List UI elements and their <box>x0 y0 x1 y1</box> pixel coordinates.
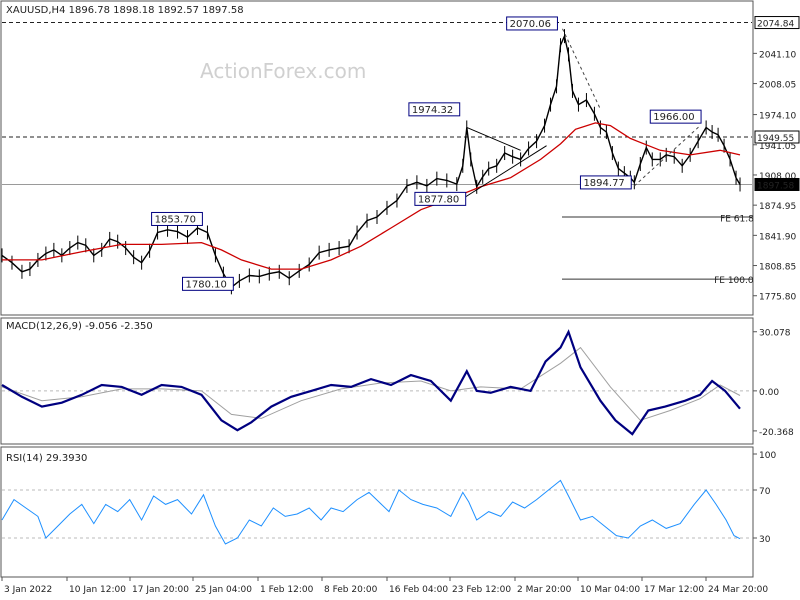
price-callout-label: 1894.77 <box>583 178 624 189</box>
rsi-tick-label: 100 <box>759 451 776 461</box>
price-level-label: 1897.58 <box>757 181 794 191</box>
y-tick-label: 1808.85 <box>759 263 796 273</box>
price-callout-box <box>414 191 467 206</box>
price-level-box <box>754 177 800 191</box>
price-callout-box <box>182 276 234 291</box>
x-tick-label: 16 Feb 04:00 <box>389 585 448 595</box>
y-tick-label: 2041.10 <box>759 50 796 60</box>
macd-signal-line <box>1 346 741 421</box>
rsi-title: RSI(14) 29.3930 <box>6 453 87 464</box>
x-tick-label: 25 Jan 04:00 <box>195 585 252 595</box>
price-callout-box <box>579 175 632 190</box>
symbol-header: XAUUSD,H4 1896.78 1898.18 1892.57 1897.5… <box>6 5 244 16</box>
price-callout-label: 1877.80 <box>418 194 459 205</box>
rsi-panel <box>0 446 754 578</box>
price-level-box <box>754 130 800 144</box>
y-tick-label: 1775.80 <box>759 293 796 303</box>
price-callout-box <box>151 211 203 226</box>
rsi-tick-label: 30 <box>759 535 771 545</box>
price-callout-label: 1780.10 <box>186 279 227 290</box>
price-level-label: 1949.55 <box>757 134 794 144</box>
x-tick-label: 3 Jan 2022 <box>4 585 52 595</box>
x-tick-label: 1 Feb 12:00 <box>260 585 314 595</box>
price-callout-label: 2070.06 <box>510 19 551 30</box>
price-callout-label: 1966.00 <box>653 112 694 123</box>
y-tick-label: 1941.05 <box>759 142 796 152</box>
moving-average-line <box>2 122 741 270</box>
macd-title: MACD(12,26,9) -9.056 -2.350 <box>6 321 153 332</box>
price-panel <box>0 0 754 316</box>
price-callout-box <box>506 16 558 31</box>
macd-tick-label: -20.368 <box>759 428 794 438</box>
x-tick-label: 17 Jan 20:00 <box>132 585 189 595</box>
pattern-line <box>456 145 547 203</box>
macd-tick-label: 0.00 <box>759 388 779 398</box>
price-series-line <box>1 33 741 289</box>
y-tick-label: 1974.10 <box>759 112 796 122</box>
pattern-line <box>466 126 521 151</box>
fe-label: FE 100.0 <box>714 276 754 286</box>
macd-tick-label: 30.078 <box>759 329 791 339</box>
x-tick-label: 8 Feb 20:00 <box>324 585 378 595</box>
x-tick-label: 10 Jan 12:00 <box>69 585 126 595</box>
price-callout-box <box>649 109 702 124</box>
rsi-line <box>1 479 741 545</box>
y-tick-label: 1841.90 <box>759 232 796 242</box>
price-level-label: 2074.84 <box>757 20 794 30</box>
y-tick-label: 1908.00 <box>759 172 796 182</box>
pattern-line <box>562 28 601 110</box>
price-callout-label: 1853.70 <box>155 214 196 225</box>
price-callout-label: 1974.32 <box>412 105 453 116</box>
x-tick-label: 10 Mar 04:00 <box>580 585 640 595</box>
fe-label: FE 61.8 <box>720 215 754 225</box>
macd-line <box>1 329 741 436</box>
rsi-tick-label: 70 <box>759 487 771 497</box>
x-tick-label: 2 Mar 20:00 <box>517 585 572 595</box>
pattern-line <box>633 125 701 187</box>
y-tick-label: 1874.95 <box>759 202 796 212</box>
x-tick-label: 17 Mar 12:00 <box>644 585 704 595</box>
price-callout-box <box>408 102 461 117</box>
watermark: ActionForex.com <box>200 59 366 83</box>
y-tick-label: 2008.05 <box>759 81 796 91</box>
x-tick-label: 23 Feb 12:00 <box>452 585 511 595</box>
price-level-box <box>754 16 800 30</box>
x-tick-label: 24 Mar 20:00 <box>708 585 768 595</box>
